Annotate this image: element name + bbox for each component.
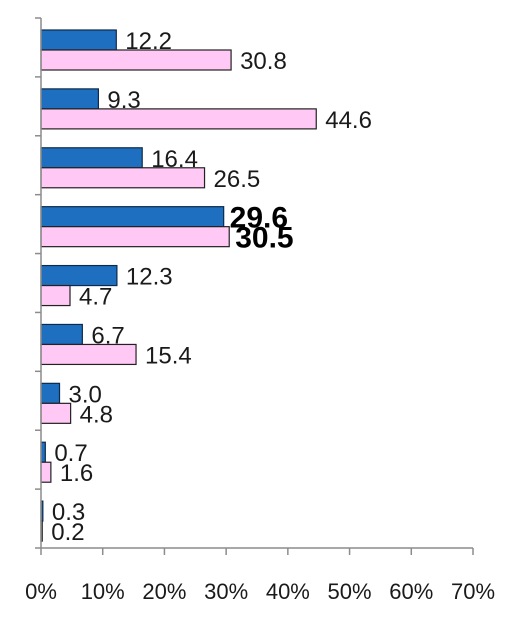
data-label-s1-g1: 44.6 bbox=[325, 107, 372, 134]
x-tick-label: 30% bbox=[204, 579, 248, 604]
x-tick-label: 40% bbox=[266, 579, 310, 604]
bar-s1-g4 bbox=[40, 284, 71, 307]
data-labels-layer: 12.2 30.8 9.3 44.6 16.4 26.5 29.630.5 12.3 4.7 6.… bbox=[51, 28, 372, 546]
bar-s0-g3 bbox=[40, 206, 225, 228]
data-label-s0-g3: 29.6 bbox=[230, 202, 288, 235]
data-label-s0-g6: 3.0 bbox=[69, 381, 102, 408]
x-tick-label: 20% bbox=[142, 579, 186, 604]
bar-s1-g6 bbox=[40, 402, 72, 424]
data-label-s0-g4: 12.3 bbox=[126, 264, 173, 291]
data-label-s1-g3: 30.5 bbox=[235, 222, 293, 255]
bar-s0-g1 bbox=[40, 88, 99, 110]
data-label-s1-g2: 26.5 bbox=[214, 166, 261, 193]
x-tick-label: 10% bbox=[81, 579, 125, 604]
bar-s0-g6 bbox=[40, 382, 61, 404]
bar-s0-g0 bbox=[40, 29, 117, 51]
data-label-s1-g8: 0.2 bbox=[51, 519, 84, 546]
x-tick-label: 50% bbox=[328, 579, 372, 604]
data-label-s0-g0: 12.2 bbox=[125, 28, 172, 55]
x-tick-label: 70% bbox=[451, 579, 495, 604]
bar-s1-g7 bbox=[40, 461, 52, 483]
data-label-s0-g8: 0.3 bbox=[52, 499, 85, 526]
bar-s0-g4 bbox=[40, 264, 118, 287]
x-tick-label: 60% bbox=[389, 579, 433, 604]
bar-s0-g5 bbox=[40, 323, 83, 346]
data-label-s0-g1: 9.3 bbox=[107, 87, 140, 114]
data-label-s1-g4: 4.7 bbox=[79, 284, 112, 311]
bar-s1-g3 bbox=[40, 226, 230, 248]
bar-s1-g1 bbox=[40, 108, 317, 130]
data-label-s1-g6: 4.8 bbox=[80, 401, 113, 428]
data-label-s1-g5: 15.4 bbox=[145, 342, 192, 369]
data-label-s0-g2: 16.4 bbox=[151, 146, 198, 173]
data-label-s1-g0: 30.8 bbox=[240, 48, 287, 75]
data-label-s0-g7: 0.7 bbox=[54, 440, 87, 467]
x-tick-label: 0% bbox=[25, 579, 57, 604]
bar-s0-g2 bbox=[40, 147, 143, 169]
data-label-s1-g7: 1.6 bbox=[60, 460, 93, 487]
axes-layer: 0% 10% 20% 30% 40% 50% 60% 70% bbox=[25, 17, 495, 604]
data-label-s0-g5: 6.7 bbox=[91, 322, 124, 349]
